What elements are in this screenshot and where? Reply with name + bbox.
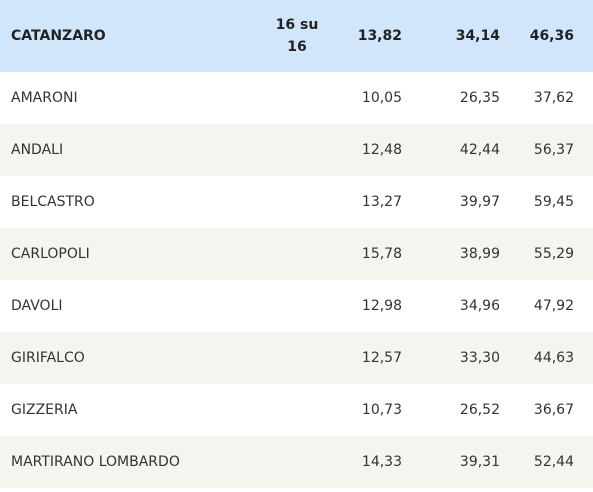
cell-value: 26,35 bbox=[459, 90, 500, 106]
row-label: GIZZERIA bbox=[11, 402, 78, 418]
cell-value: 34,96 bbox=[459, 298, 500, 314]
cell-value: 56,37 bbox=[533, 142, 574, 158]
row-label: ANDALI bbox=[11, 142, 64, 158]
cell-value: 26,52 bbox=[459, 402, 500, 418]
cell-value: 39,97 bbox=[459, 194, 500, 210]
row-label: BELCASTRO bbox=[11, 194, 95, 210]
cell-value: 33,30 bbox=[459, 350, 500, 366]
cell-value: 47,92 bbox=[533, 298, 574, 314]
cell-value: 46,36 bbox=[529, 28, 574, 44]
cell-value: 36,67 bbox=[533, 402, 574, 418]
cell-value: 38,99 bbox=[459, 246, 500, 262]
cell-value: 12,57 bbox=[361, 350, 402, 366]
table-row: MARTIRANO LOMBARDO 14,33 39,31 52,44 bbox=[0, 436, 593, 488]
cell-value: 39,31 bbox=[459, 454, 500, 470]
cell-value: 10,73 bbox=[361, 402, 402, 418]
table-row: DAVOLI 12,98 34,96 47,92 bbox=[0, 280, 593, 332]
table-row: ANDALI 12,48 42,44 56,37 bbox=[0, 124, 593, 176]
row-label: DAVOLI bbox=[11, 298, 63, 314]
cell-value: 10,05 bbox=[361, 90, 402, 106]
row-label: CATANZARO bbox=[11, 28, 106, 44]
cell-value: 42,44 bbox=[459, 142, 500, 158]
cell-value: 55,29 bbox=[533, 246, 574, 262]
row-label: GIRIFALCO bbox=[11, 350, 85, 366]
cell-value: 16 su 16 bbox=[275, 17, 319, 55]
cell-value: 34,14 bbox=[455, 28, 500, 44]
table-row: GIZZERIA 10,73 26,52 36,67 bbox=[0, 384, 593, 436]
table-row: GIRIFALCO 12,57 33,30 44,63 bbox=[0, 332, 593, 384]
cell-value: 52,44 bbox=[533, 454, 574, 470]
table-row: CARLOPOLI 15,78 38,99 55,29 bbox=[0, 228, 593, 280]
row-label: MARTIRANO LOMBARDO bbox=[11, 454, 180, 470]
cell-value: 44,63 bbox=[533, 350, 574, 366]
cell-value: 12,48 bbox=[361, 142, 402, 158]
cell-value: 14,33 bbox=[361, 454, 402, 470]
row-label: AMARONI bbox=[11, 90, 78, 106]
cell-value: 12,98 bbox=[361, 298, 402, 314]
cell-value: 37,62 bbox=[533, 90, 574, 106]
cell-value: 13,82 bbox=[357, 28, 402, 44]
header-row: CATANZARO 16 su 16 13,82 34,14 46,36 bbox=[0, 0, 593, 72]
row-label: CARLOPOLI bbox=[11, 246, 90, 262]
cell-value: 15,78 bbox=[361, 246, 402, 262]
table-row: BELCASTRO 13,27 39,97 59,45 bbox=[0, 176, 593, 228]
cell-value: 59,45 bbox=[533, 194, 574, 210]
cell-value: 13,27 bbox=[361, 194, 402, 210]
table-row: AMARONI 10,05 26,35 37,62 bbox=[0, 72, 593, 124]
